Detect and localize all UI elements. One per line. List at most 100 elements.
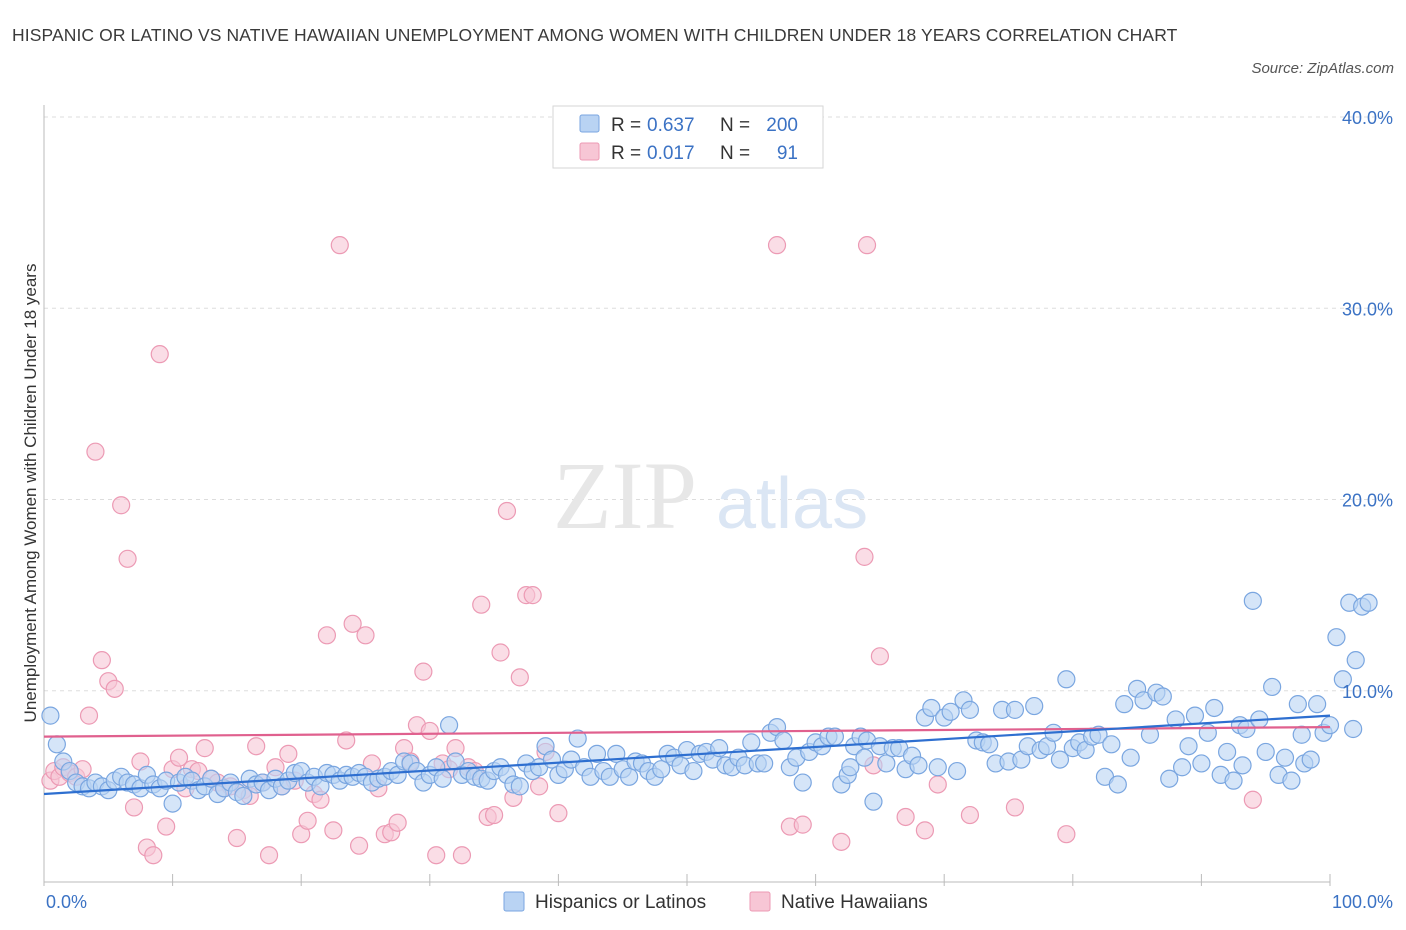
hispanics-point-209	[855, 748, 874, 767]
legend-label-native-hawaiians: Native Hawaiians	[781, 892, 928, 913]
native-hawaiians-point-11	[105, 679, 124, 698]
native-hawaiians-point-59	[414, 662, 433, 681]
native-hawaiians-point-55	[388, 813, 407, 832]
hispanics-point-208	[1233, 756, 1252, 775]
hispanics-point-200	[1327, 628, 1346, 647]
native-hawaiians-point-25	[195, 739, 214, 758]
native-hawaiians-point-13	[118, 549, 137, 568]
hispanics-point-117	[793, 773, 812, 792]
native-hawaiians-point-21	[169, 748, 189, 767]
hispanics-point-62	[439, 716, 459, 735]
native-hawaiians-point-80	[767, 236, 787, 255]
y-tick-label-0: 10.0%	[1342, 682, 1393, 702]
chart-title: HISPANIC OR LATINO VS NATIVE HAWAIIAN UN…	[12, 25, 1178, 45]
hispanics-trend-line	[43, 714, 1331, 796]
hispanics-point-196	[1301, 750, 1320, 769]
native-hawaiians-point-76	[523, 586, 542, 605]
hispanics-point-100	[684, 761, 703, 781]
legend-label-hispanics: Hispanics or Latinos	[535, 892, 706, 913]
native-hawaiians-point-61	[427, 846, 446, 865]
native-hawaiians-point-84	[857, 236, 877, 255]
hispanics-point-114	[774, 731, 793, 750]
native-hawaiians-point-82	[793, 815, 812, 834]
hispanics-point-210	[841, 758, 860, 777]
native-hawaiians-point-79	[549, 804, 568, 823]
legend-swatch-hispanics	[503, 891, 525, 912]
hispanics-point-166	[1108, 775, 1127, 794]
hispanics-point-178	[1185, 706, 1205, 725]
hispanics-point-153	[1025, 696, 1044, 716]
legend-n-value-1: 91	[777, 143, 798, 164]
native-hawaiians-point-17	[144, 846, 163, 865]
gridlines	[44, 116, 1393, 692]
hispanics-point-158	[1057, 670, 1076, 689]
hispanics-point-176	[1173, 758, 1192, 777]
legend-swatch-pink	[579, 142, 600, 161]
hispanics-point-203	[1346, 651, 1365, 670]
native-hawaiians-point-44	[317, 626, 337, 645]
native-hawaiians-point-49	[349, 836, 369, 855]
native-hawaiians-point-41	[298, 811, 317, 830]
hispanics-point-174	[1160, 769, 1179, 788]
native-hawaiians-point-65	[452, 846, 472, 865]
hispanics-point-111	[755, 754, 774, 773]
native-hawaiians-point-19	[157, 817, 176, 836]
y-tick-labels: 10.0% 20.0% 30.0% 40.0%	[1342, 108, 1393, 702]
native-hawaiians-point-8	[86, 442, 105, 461]
hispanics-point-1	[47, 735, 66, 754]
hispanics-point-201	[1333, 670, 1352, 689]
legend-r-label-0: R =	[611, 115, 641, 136]
native-hawaiians-point-38	[279, 744, 298, 763]
hispanics-points	[41, 591, 1378, 813]
native-hawaiians-point-48	[343, 614, 362, 633]
native-hawaiians-point-35	[259, 846, 279, 865]
native-hawaiians-point-91	[960, 805, 980, 825]
hispanics-point-190	[1263, 677, 1282, 697]
hispanics-point-189	[1256, 742, 1275, 762]
native-hawaiians-point-86	[870, 647, 890, 666]
hispanics-point-30	[234, 786, 253, 806]
y-tick-label-2: 30.0%	[1342, 299, 1393, 319]
y-axis-label: Unemployment Among Women with Children U…	[21, 264, 40, 723]
native-hawaiians-point-9	[92, 651, 111, 670]
native-hawaiians-point-7	[79, 706, 99, 725]
hispanics-point-183	[1218, 742, 1237, 762]
hispanics-point-128	[864, 792, 883, 811]
hispanics-point-138	[928, 758, 947, 777]
watermark-zip: ZIP	[553, 442, 697, 549]
hispanics-point-207	[1292, 725, 1311, 744]
hispanics-point-167	[1115, 695, 1134, 714]
hispanics-point-192	[1275, 748, 1295, 767]
hispanics-point-73	[510, 777, 529, 796]
series-legend: Hispanics or Latinos Native Hawaiians	[503, 891, 928, 913]
hispanics-point-135	[909, 756, 928, 775]
hispanics-point-61	[433, 769, 452, 788]
legend-r-value-0: 0.637	[647, 115, 695, 136]
native-hawaiians-point-46	[330, 236, 349, 255]
hispanics-point-199	[1320, 716, 1340, 735]
hispanics-point-206	[1344, 719, 1363, 739]
stats-legend: R = 0.637 N = 200 R = 0.017 N = 91	[552, 105, 824, 169]
native-hawaiians-point-77	[530, 777, 549, 796]
y-tick-label-3: 40.0%	[1342, 108, 1393, 128]
legend-n-value-0: 200	[766, 115, 798, 136]
chart-source: Source: ZipAtlas.com	[1251, 60, 1394, 77]
native-hawaiians-point-72	[497, 501, 517, 521]
hispanics-point-141	[947, 761, 967, 781]
x-tick-label-0: 0.0%	[46, 892, 87, 912]
legend-swatch-blue	[579, 114, 600, 133]
native-hawaiians-point-30	[227, 828, 246, 848]
hispanics-point-184	[1224, 771, 1243, 790]
legend-r-label-1: R =	[611, 143, 641, 164]
hispanics-point-109	[742, 733, 761, 752]
hispanics-point-0	[41, 706, 60, 725]
native-hawaiians-point-50	[356, 626, 375, 645]
legend-swatch-native-hawaiians	[749, 891, 771, 912]
hispanics-point-146	[980, 735, 999, 754]
hispanics-point-19	[163, 794, 182, 813]
legend-r-value-1: 0.017	[647, 143, 695, 164]
hispanics-point-130	[877, 754, 896, 773]
hispanics-point-140	[941, 702, 960, 721]
hispanics-point-150	[1005, 700, 1025, 719]
